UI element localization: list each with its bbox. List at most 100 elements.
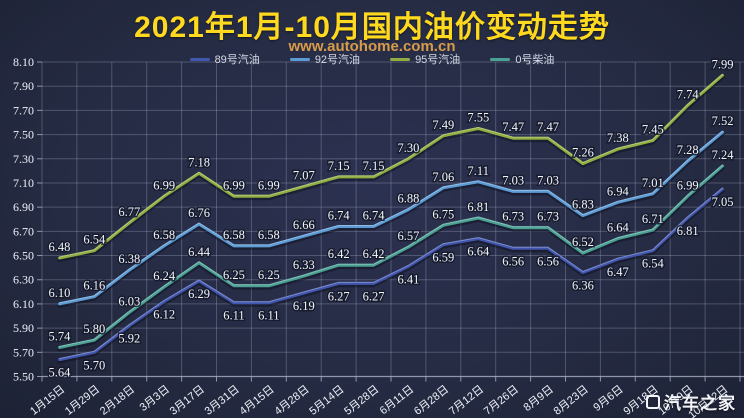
value-label: 6.81 (677, 224, 699, 238)
value-label: 7.15 (363, 159, 385, 173)
value-label: 6.83 (572, 198, 594, 212)
line-shadow-92号汽油 (57, 132, 725, 308)
value-label: 6.36 (572, 278, 594, 292)
y-axis-label: 6.30 (13, 273, 34, 287)
legend-swatch-89 (189, 57, 210, 61)
line-shadow-89号汽油 (57, 189, 725, 364)
legend-item-92-gasoline[interactable]: 92号汽油 (289, 51, 360, 67)
value-label: 6.52 (572, 235, 594, 249)
value-label: 7.06 (432, 170, 454, 184)
value-label: 6.94 (607, 184, 630, 198)
value-label: 7.47 (502, 120, 524, 134)
value-label: 6.10 (49, 286, 71, 300)
x-axis-label: 3月31日 (203, 383, 242, 417)
value-label: 6.12 (153, 308, 175, 322)
value-label: 6.19 (293, 299, 315, 313)
value-label: 5.70 (83, 358, 105, 372)
value-label: 6.41 (398, 272, 420, 286)
value-label: 6.27 (328, 289, 350, 303)
value-label: 6.03 (118, 294, 140, 308)
value-label: 6.88 (398, 192, 420, 206)
legend-swatch-92 (289, 57, 310, 61)
value-label: 6.25 (223, 268, 245, 282)
value-label: 7.05 (712, 195, 734, 209)
y-axis-label: 6.50 (13, 249, 34, 263)
line-95号汽油[interactable] (58, 73, 724, 260)
x-axis-label: 3月3日 (138, 383, 172, 414)
value-label: 6.56 (502, 254, 524, 268)
line-shadow-95号汽油 (57, 75, 725, 262)
value-label: 6.74 (328, 209, 351, 223)
value-label: 6.99 (223, 178, 245, 192)
value-label: 7.30 (398, 141, 420, 155)
value-label: 7.49 (432, 118, 454, 132)
value-label: 6.54 (642, 257, 665, 271)
x-axis-label: 5月14日 (307, 383, 346, 417)
value-label: 6.58 (153, 228, 175, 242)
legend-item-95-gasoline[interactable]: 95号汽油 (390, 51, 460, 67)
x-axis-label: 5月28日 (342, 383, 381, 417)
legend-label-89: 89号汽油 (214, 54, 260, 66)
autohome-logo-icon (646, 394, 660, 409)
y-axis-label: 7.50 (13, 128, 34, 142)
x-axis-label: 7月26日 (482, 383, 521, 417)
value-label: 6.29 (188, 287, 210, 301)
x-axis-label: 1月15日 (28, 383, 67, 417)
line-92号汽油[interactable] (58, 130, 724, 306)
y-axis-label: 5.50 (13, 370, 34, 384)
source-url: www.autohome.com.cn (288, 38, 456, 55)
value-label: 6.99 (677, 178, 699, 192)
line-shadow-0号柴油 (57, 166, 725, 352)
autohome-watermark: 汽车之家 (646, 389, 736, 414)
value-label: 6.38 (118, 252, 140, 266)
legend-label-diesel: 0号柴油 (515, 54, 555, 66)
watermark-label: 汽车之家 (664, 394, 736, 413)
value-label: 6.66 (293, 218, 315, 232)
legend-item-0-diesel[interactable]: 0号柴油 (490, 51, 554, 67)
x-axis-label: 6月28日 (412, 383, 451, 417)
line-89号汽油[interactable] (58, 187, 724, 362)
legend-item-89-gasoline[interactable]: 89号汽油 (189, 51, 260, 67)
x-axis-label: 6月11日 (378, 383, 417, 417)
y-axis-label: 5.70 (13, 345, 34, 359)
line-0号柴油[interactable] (58, 164, 724, 349)
x-axis-label: 4月15日 (238, 383, 277, 417)
x-axis-label: 1月29日 (63, 383, 102, 417)
value-label: 6.73 (537, 210, 559, 224)
value-label: 6.59 (432, 251, 454, 265)
value-label: 5.80 (83, 322, 105, 336)
value-label: 7.74 (677, 88, 700, 102)
value-label: 6.73 (502, 210, 524, 224)
value-label: 6.77 (118, 205, 140, 219)
value-label: 5.74 (49, 329, 72, 343)
value-label: 7.18 (188, 155, 210, 169)
value-label: 6.56 (537, 254, 559, 268)
value-label: 7.01 (642, 176, 664, 190)
value-label: 6.27 (363, 289, 385, 303)
y-axis-label: 7.70 (13, 103, 34, 117)
y-axis-label: 5.90 (13, 321, 34, 335)
page-title: 2021年1月-10月国内油价变动走势 (134, 11, 610, 44)
value-label: 6.99 (258, 178, 280, 192)
x-axis-label: 4月28日 (272, 383, 311, 417)
value-label: 7.55 (467, 111, 489, 125)
value-label: 6.75 (432, 207, 454, 221)
value-label: 5.64 (49, 366, 72, 380)
value-label: 7.38 (607, 131, 629, 145)
line-highlight-92号汽油 (59, 130, 723, 304)
value-label: 7.03 (502, 173, 524, 187)
value-label: 6.54 (83, 233, 106, 247)
value-label: 7.11 (468, 164, 489, 178)
y-axis-label: 6.90 (13, 200, 34, 214)
x-axis-label: 3月17日 (168, 383, 207, 417)
value-label: 6.58 (223, 228, 245, 242)
value-label: 7.07 (293, 169, 315, 183)
value-label: 6.48 (49, 240, 71, 254)
value-label: 6.11 (223, 309, 244, 323)
value-label: 7.24 (712, 148, 735, 162)
y-axis-label: 6.70 (13, 224, 34, 238)
y-axis-label: 7.10 (13, 176, 34, 190)
x-axis-label: 8月23日 (552, 383, 591, 417)
